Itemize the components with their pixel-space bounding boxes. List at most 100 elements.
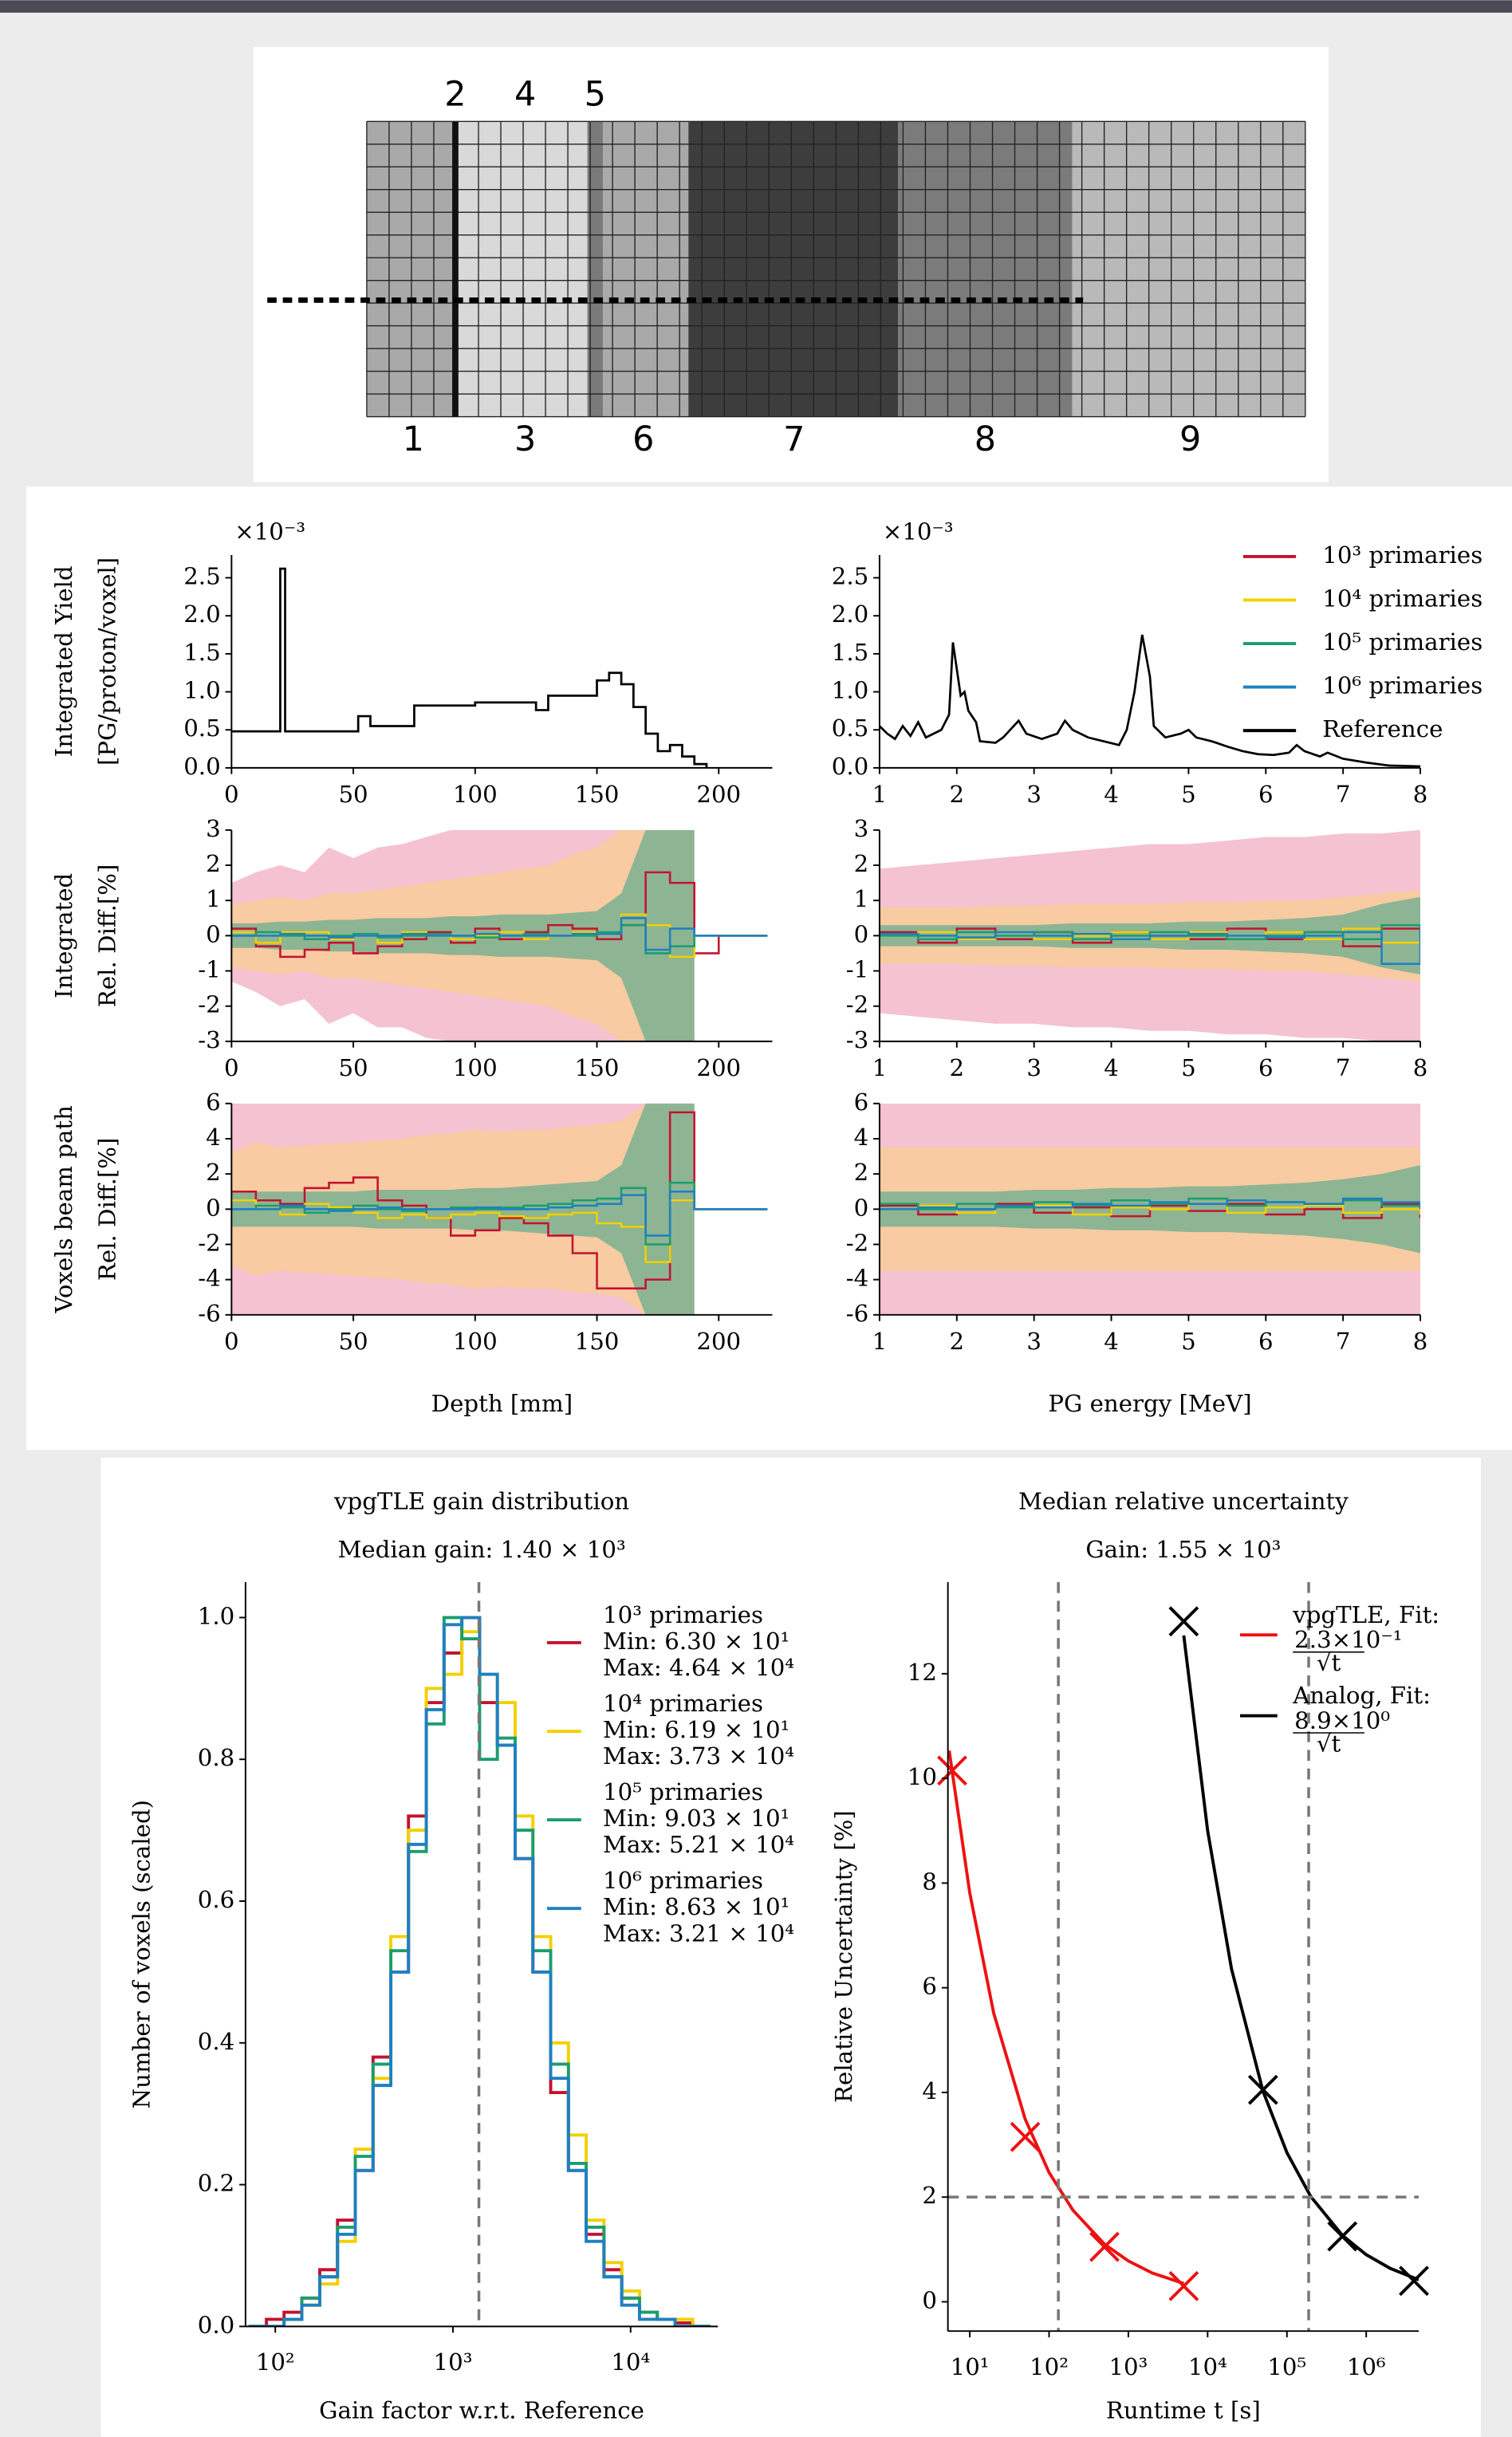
legend-formula: √t (1317, 1730, 1341, 1758)
region-label: 9 (1179, 419, 1201, 459)
y-tick-label: 0 (854, 920, 869, 947)
legend-label: Min: 8.63 × 10¹ (603, 1893, 789, 1920)
y-tick-label: -3 (846, 1026, 868, 1053)
y-tick-label: 0.6 (198, 1886, 234, 1913)
fit-curve (947, 1750, 1185, 2285)
y-tick-label: -6 (846, 1300, 868, 1327)
data-line (879, 1197, 1421, 1211)
legend-label: Min: 6.30 × 10¹ (603, 1628, 789, 1655)
x-tick-label: 1 (872, 1054, 888, 1081)
y-tick-label: 3 (206, 815, 221, 842)
chart: 0.0 0.5 1.0 1.5 2.0 2.5 1 2 3 4 5 6 7 8 ×10⁻³ 10³ prima… (832, 518, 1482, 808)
x-tick-label: 0 (224, 1328, 239, 1355)
y-tick-label: 0.4 (198, 2028, 234, 2055)
chart-title: vpgTLE gain distribution (333, 1488, 629, 1515)
chart-title: Gain: 1.55 × 10³ (1085, 1536, 1281, 1563)
header-bar (0, 0, 1512, 13)
x-axis-label: Depth [mm] (431, 1390, 573, 1417)
y-tick-label: 2.5 (832, 563, 868, 590)
legend-label: 10⁴ primaries (603, 1690, 763, 1717)
y-tick-label: 12 (908, 1659, 937, 1686)
x-tick-label: 10³ (434, 2348, 473, 2376)
marker (937, 1755, 967, 1786)
plot-area (947, 1635, 1419, 2285)
y-tick-label: -6 (198, 1300, 220, 1327)
x-tick-label: 150 (575, 781, 620, 808)
marker (1399, 2266, 1429, 2297)
legend-label: 10⁶ primaries (603, 1867, 763, 1894)
x-tick-label: 2 (949, 781, 964, 808)
x-tick-label: 10² (1030, 2353, 1069, 2380)
x-tick-label: 200 (696, 781, 741, 808)
y-axis-label: Voxels beam path (50, 1105, 77, 1314)
x-tick-label: 5 (1181, 1054, 1196, 1081)
y-tick-label: 2 (206, 850, 221, 877)
legend-label: 10⁵ primaries (603, 1778, 763, 1805)
y-tick-label: 1.5 (183, 639, 220, 666)
x-tick-label: 2 (949, 1054, 964, 1081)
y-tick-label: -2 (198, 1229, 220, 1256)
legend-label: Min: 9.03 × 10¹ (603, 1805, 789, 1832)
y-tick-label: 0.5 (832, 715, 868, 742)
x-axis-label: Runtime t [s] (1106, 2397, 1261, 2424)
x-tick-label: 6 (1258, 1328, 1274, 1355)
phantom-region (688, 121, 899, 417)
chart-title: Median relative uncertainty (1018, 1488, 1349, 1515)
legend-label: 10⁴ primaries (1322, 585, 1482, 612)
x-axis-label: PG energy [MeV] (1048, 1390, 1251, 1417)
x-tick-label: 10⁵ (1267, 2353, 1306, 2380)
legend-label: 10⁵ primaries (1322, 628, 1482, 656)
x-tick-label: 3 (1026, 781, 1041, 808)
y-tick-label: 1.0 (183, 677, 220, 704)
x-tick-label: 1 (872, 1328, 888, 1355)
plot-area (231, 1103, 768, 1315)
y-tick-label: 0.0 (198, 2311, 234, 2338)
y-axis-label: Rel. Diff.[%] (93, 1138, 120, 1281)
data-line (231, 1199, 768, 1263)
y-tick-label: -1 (846, 956, 868, 983)
axis-offset: ×10⁻³ (883, 518, 954, 545)
marker (1089, 2231, 1120, 2262)
x-tick-label: 2 (949, 1328, 964, 1355)
data-line (879, 634, 1421, 768)
x-tick-label: 3 (1026, 1328, 1041, 1355)
y-tick-label: 0 (206, 1194, 221, 1221)
data-line (231, 923, 768, 955)
plot-area (879, 829, 1421, 1041)
y-tick-label: 4 (922, 2077, 937, 2104)
legend-label: Max: 4.64 × 10⁴ (603, 1654, 794, 1681)
x-tick-label: 8 (1413, 781, 1428, 808)
x-tick-label: 100 (453, 1054, 498, 1081)
x-tick-label: 8 (1413, 1054, 1428, 1081)
y-tick-label: 0 (854, 1194, 869, 1221)
x-tick-label: 7 (1336, 781, 1351, 808)
chart: 0.0 0.5 1.0 1.5 2.0 2.5 0 50 100 150 200 ×10⁻³ Integ… (50, 518, 773, 808)
data-line (879, 925, 1421, 965)
marker (1168, 2270, 1199, 2301)
x-tick-label: 100 (453, 1328, 498, 1355)
legend-label: 10³ primaries (1322, 541, 1482, 569)
region-label: 8 (975, 419, 996, 459)
legend-label: Max: 5.21 × 10⁴ (603, 1831, 794, 1858)
y-tick-label: 2.0 (183, 600, 220, 628)
phantom-diagram: 2 4 5 1 3 6 7 8 9 (267, 75, 1306, 459)
x-tick-label: 4 (1104, 781, 1119, 808)
chart: 0 2 4 6 8 10 12 10¹ 10² 10³ 10⁴ 10⁵ 10⁶ Relative Unce… (830, 1488, 1439, 2424)
data-line (231, 1190, 768, 1237)
y-tick-label: 2.0 (832, 600, 868, 628)
y-tick-label: 0 (922, 2286, 937, 2313)
data-line (879, 1203, 1421, 1216)
y-tick-label: 8 (922, 1868, 937, 1895)
plot-area (231, 829, 768, 1041)
y-tick-label: 0.0 (832, 753, 868, 780)
y-tick-label: 6 (854, 1089, 869, 1116)
y-tick-label: -1 (198, 956, 220, 983)
y-tick-label: -4 (198, 1265, 220, 1292)
x-tick-label: 150 (575, 1328, 620, 1355)
phantom-region (1072, 121, 1305, 417)
y-axis-label: Number of voxels (scaled) (128, 1800, 155, 2108)
y-tick-label: 1 (854, 885, 869, 912)
y-tick-label: 0.2 (198, 2170, 234, 2197)
legend-formula: 8.9×10⁰ (1294, 1707, 1390, 1734)
y-tick-label: 0.0 (183, 753, 220, 780)
